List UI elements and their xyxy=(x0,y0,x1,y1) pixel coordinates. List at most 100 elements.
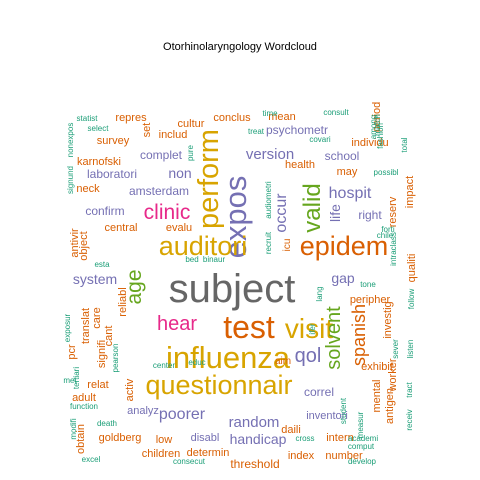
word-qol: qol xyxy=(295,345,322,367)
word-antivir: antivir xyxy=(69,228,81,258)
word-right: right xyxy=(358,208,382,222)
word-survey: survey xyxy=(97,135,130,147)
word-set: set xyxy=(141,123,153,138)
word-version: version xyxy=(246,146,294,163)
word-amsterdam: amsterdam xyxy=(129,184,189,198)
word-health: health xyxy=(285,159,315,171)
word-life: life xyxy=(327,204,343,222)
word-possibl: possibl xyxy=(374,168,399,177)
word-statist: statist xyxy=(77,114,99,123)
word-daili: daili xyxy=(281,424,301,436)
word-conclus: conclus xyxy=(213,112,251,124)
word-receiv: receiv xyxy=(405,409,414,430)
word-hear: hear xyxy=(157,313,197,335)
word-influenza: influenza xyxy=(166,340,291,375)
word-pcr: pcr xyxy=(66,344,78,360)
word-complet: complet xyxy=(140,148,183,162)
word-system: system xyxy=(73,271,117,287)
word-modifi: modifi xyxy=(69,418,78,440)
word-object: object xyxy=(78,231,90,260)
word-tone: tone xyxy=(360,280,376,289)
word-epidem: epidem xyxy=(300,231,389,261)
word-signifi: signifi xyxy=(96,340,108,368)
word-fashion: fashion xyxy=(376,123,385,149)
word-low: low xyxy=(156,434,173,446)
word-evalu: evalu xyxy=(166,222,192,234)
word-time: time xyxy=(262,109,278,118)
word-pearson: pearson xyxy=(111,344,120,373)
word-visit: visit xyxy=(285,313,333,344)
word-laboratori: laboratori xyxy=(87,167,137,181)
word-clinic: clinic xyxy=(144,201,191,224)
word-binaur: binaur xyxy=(203,255,226,264)
word-consecut: consecut xyxy=(173,457,206,466)
word-excel: excel xyxy=(82,455,101,464)
word-tertiari: tertiari xyxy=(72,367,81,389)
word-follow: follow xyxy=(407,289,416,310)
word-test: test xyxy=(223,309,275,345)
word-gap: gap xyxy=(331,270,355,286)
word-among: among xyxy=(369,115,378,139)
word-bed: bed xyxy=(185,255,198,264)
word-audiometri: audiometri xyxy=(264,181,273,219)
word-intraclass: intraclass xyxy=(389,232,398,266)
word-poorer: poorer xyxy=(159,406,206,423)
word-antigen: antigen xyxy=(384,388,396,424)
word-expos: expos xyxy=(218,176,253,259)
word-repres: repres xyxy=(115,112,147,124)
word-develop: develop xyxy=(348,457,377,466)
word-karnofski: karnofski xyxy=(77,156,121,168)
word-valid: valid xyxy=(299,183,326,232)
word-confirm: confirm xyxy=(85,204,124,218)
word-psychometr: psychometr xyxy=(266,123,328,137)
word-reserv: reserv xyxy=(387,196,399,227)
word-student: student xyxy=(339,397,348,424)
word-listen: listen xyxy=(406,340,415,359)
word-random: random xyxy=(229,414,280,431)
word-age: age xyxy=(123,269,146,304)
word-index: index xyxy=(288,450,315,462)
word-worker: worker xyxy=(387,358,399,392)
word-children: children xyxy=(142,448,181,460)
word-peripher: peripher xyxy=(350,294,391,306)
word-spanish: spanish xyxy=(349,304,369,366)
word-determin: determin xyxy=(187,447,230,459)
word-met: met xyxy=(63,376,77,385)
word-aim: aim xyxy=(275,356,291,367)
word-individu: individu xyxy=(351,137,388,149)
word-covari: covari xyxy=(309,135,331,144)
word-cant: cant xyxy=(103,326,115,347)
word-exposur: exposur xyxy=(63,313,72,342)
word-treat: treat xyxy=(248,127,265,136)
word-may: may xyxy=(337,166,358,178)
word-occur: occur xyxy=(273,193,290,233)
word-non: non xyxy=(168,165,191,181)
word-adult: adult xyxy=(72,392,96,404)
word-select: select xyxy=(88,124,110,133)
word-death: death xyxy=(97,419,117,428)
word-central: central xyxy=(104,222,137,234)
word-relat: relat xyxy=(87,379,108,391)
word-includ: includ xyxy=(159,129,188,141)
word-investig: investig xyxy=(382,301,394,338)
word-recruit: recruit xyxy=(264,231,273,254)
word-qualiti: qualiti xyxy=(406,254,418,283)
word-comput: comput xyxy=(348,442,375,451)
word-subject: subject xyxy=(169,267,296,311)
word-auditori: auditori xyxy=(159,231,248,261)
word-measur: measur xyxy=(356,411,365,438)
word-intern: intern xyxy=(326,432,354,444)
word-educ: educ xyxy=(188,358,205,367)
word-lang: lang xyxy=(315,286,324,301)
word-match: match xyxy=(373,114,382,136)
word-signund: signund xyxy=(66,166,75,194)
word-tract: tract xyxy=(405,381,414,397)
word-cultur: cultur xyxy=(178,118,205,130)
word-mean: mean xyxy=(268,111,296,123)
word-correl: correl xyxy=(304,385,334,399)
word-inventori: inventori xyxy=(306,410,348,422)
word-ifer: ifer xyxy=(308,323,317,334)
word-pure: pure xyxy=(186,144,195,161)
word-school: school xyxy=(325,149,360,163)
